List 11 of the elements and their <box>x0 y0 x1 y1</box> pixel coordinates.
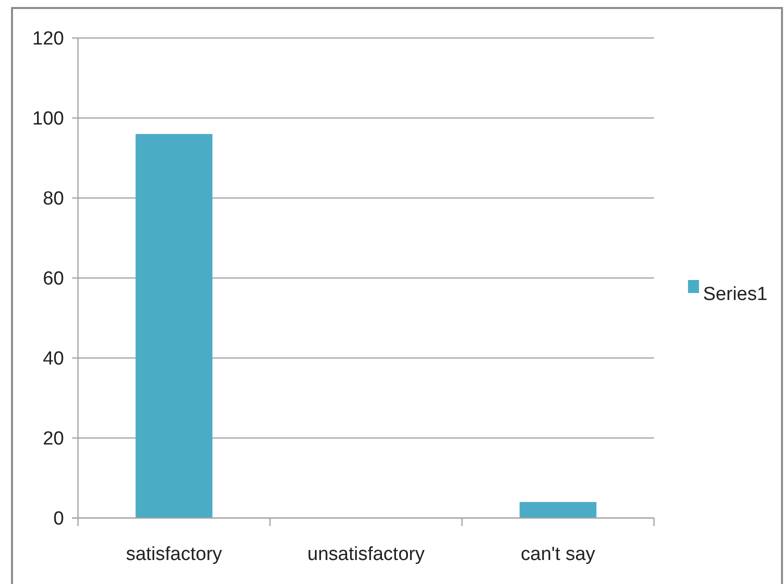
x-tick-label: unsatisfactory <box>307 544 426 565</box>
y-tick-label: 80 <box>42 188 64 210</box>
y-tick-label: 20 <box>42 428 64 450</box>
x-tick-label: can't say <box>520 544 596 565</box>
legend-label: Series1 <box>703 284 768 306</box>
y-tick-label: 0 <box>53 508 64 530</box>
y-tick-label: 120 <box>32 28 64 50</box>
x-tick-label: satisfactory <box>126 544 223 565</box>
y-tick-label: 100 <box>32 108 64 130</box>
y-tick-label: 60 <box>42 268 64 290</box>
y-tick-label: 40 <box>42 348 64 370</box>
